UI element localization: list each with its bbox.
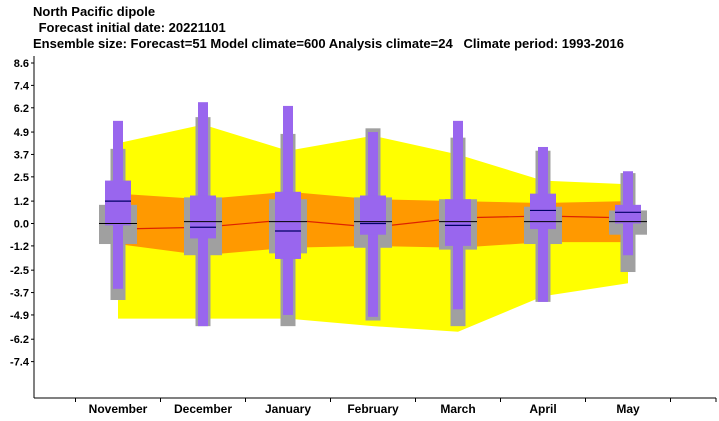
axes: 8.6 7.4 6.2 4.9 3.7 2.5 1.2 0.0 -1.2 -2.5 -3.7 -4.9… <box>10 56 717 416</box>
y-tick-label: 6.2 <box>14 103 29 115</box>
x-tick-label: February <box>347 402 399 416</box>
x-tick-label: April <box>529 402 556 416</box>
y-tick-label: 7.4 <box>14 80 30 92</box>
x-tick-label: May <box>616 402 640 416</box>
chart-title-line: Ensemble size: Forecast=51 Model climate… <box>33 36 624 51</box>
box-group <box>609 171 647 273</box>
box-group <box>524 146 562 302</box>
forecast-box <box>360 195 386 235</box>
y-tick-label: 3.7 <box>14 149 29 161</box>
y-tick-label: -7.4 <box>10 357 30 369</box>
y-tick-label: -3.7 <box>10 288 29 300</box>
y-tick-label: -4.9 <box>10 310 29 322</box>
box-group <box>99 120 137 301</box>
box-group <box>269 105 307 327</box>
forecast-box <box>105 180 131 226</box>
chart-titles: North Pacific dipole Forecast initial da… <box>33 4 624 51</box>
y-tick-label: 1.2 <box>14 196 29 208</box>
y-tick-label: -1.2 <box>10 241 29 253</box>
chart-title-line: Forecast initial date: 20221101 <box>35 20 226 35</box>
forecast-box <box>275 191 301 259</box>
box-group <box>354 128 392 321</box>
forecast-box <box>190 195 216 239</box>
boxes <box>99 102 647 327</box>
forecast-box <box>445 199 471 246</box>
chart-title-line: North Pacific dipole <box>33 4 155 19</box>
forecast-box <box>615 204 641 224</box>
x-tick-label: March <box>440 402 475 416</box>
y-tick-label: 4.9 <box>14 127 29 139</box>
y-tick-label: -6.2 <box>10 334 29 346</box>
y-tick-label: -2.5 <box>10 265 29 277</box>
x-tick-label: December <box>174 402 232 416</box>
y-tick-label: 0.0 <box>14 219 29 231</box>
x-tick-label: November <box>89 402 148 416</box>
x-tick-label: January <box>265 402 311 416</box>
y-tick-label: 2.5 <box>14 172 29 184</box>
box-group <box>439 120 477 327</box>
y-tick-label: 8.6 <box>14 58 29 70</box>
forecast-box <box>530 193 556 230</box>
box-group <box>184 102 222 327</box>
